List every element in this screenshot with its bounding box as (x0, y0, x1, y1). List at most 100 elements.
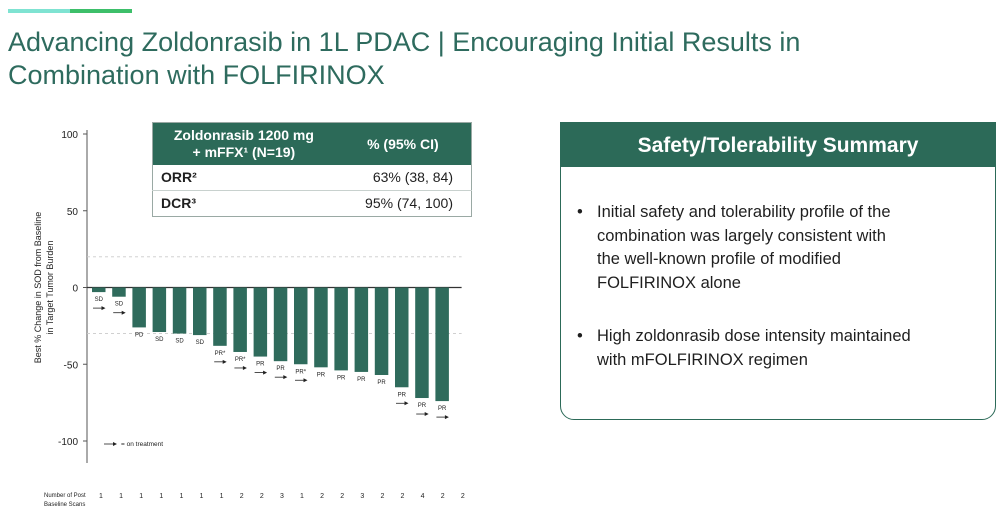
scans-row-label-line-1: Number of Post (44, 493, 86, 499)
bar (395, 287, 409, 388)
bar-response-label: PR* (215, 351, 226, 357)
bar (354, 287, 369, 372)
bar-response-label: SD (95, 297, 104, 303)
bar (172, 287, 187, 334)
header-treatment-line-1: Zoldonrasib 1200 mg (173, 127, 314, 143)
on-treatment-arrowhead (444, 415, 449, 420)
bar-response-label: SD (115, 302, 124, 308)
slide-title: Advancing Zoldonrasib in 1L PDAC | Encou… (8, 26, 968, 92)
slide-title-line-1: Advancing Zoldonrasib in 1L PDAC | Encou… (8, 27, 801, 57)
legend-arrowhead (113, 442, 117, 446)
orr-label: ORR² (152, 165, 335, 191)
scan-count: 1 (119, 493, 123, 500)
bullet-icon: • (577, 203, 583, 221)
bar (92, 287, 106, 293)
bar-response-label: PR (317, 372, 326, 378)
bullet-2-line-1: High zoldonrasib dose intensity maintain… (597, 327, 911, 345)
scan-count: 3 (280, 493, 284, 500)
on-treatment-arrowhead (101, 306, 106, 311)
dcr-label: DCR³ (161, 195, 196, 211)
y-axis-title: Best % Change in SOD from Baseline in Tar… (33, 212, 55, 364)
y-tick-label: 100 (61, 130, 78, 141)
bar (273, 287, 288, 362)
on-treatment-arrowhead (121, 310, 126, 315)
scan-count: 4 (421, 493, 425, 500)
on-treatment-arrowhead (283, 375, 288, 380)
bar (152, 287, 167, 333)
list-item: • High zoldonrasib dose intensity mainta… (577, 325, 977, 372)
bar (132, 287, 146, 328)
safety-summary-heading: Safety/Tolerability Summary (561, 123, 995, 167)
safety-summary-panel: Safety/Tolerability Summary • Initial sa… (560, 122, 996, 420)
scan-count: 2 (380, 493, 384, 500)
scan-count: 1 (99, 493, 103, 500)
bullet-1-line-1: Initial safety and tolerability profile … (597, 203, 891, 221)
on-treatment-arrowhead (303, 378, 308, 383)
scan-count: 1 (220, 493, 224, 500)
scan-count: 2 (401, 493, 405, 500)
y-tick-label: -100 (58, 437, 78, 448)
header-treatment-line-2: + mFFX¹ (N=19) (192, 144, 296, 160)
response-table-header-treatment: Zoldonrasib 1200 mg + mFFX¹ (N=19) (152, 122, 335, 165)
response-table-header-ci: % (95% CI) (334, 122, 472, 165)
scan-count: 1 (159, 493, 163, 500)
bar-response-label: PR* (235, 357, 246, 363)
on-treatment-arrowhead (404, 401, 409, 406)
orr-value: 63% (38, 84) (334, 165, 472, 191)
bars-group: SD SD PD SD SD SD PR* PR* PR PR PR* PR PR PR PR PR PR PR (92, 287, 449, 420)
scan-count: 1 (179, 493, 183, 500)
y-tick-label: 0 (72, 284, 78, 295)
table-row: DCR³ 95% (74, 100) (153, 191, 472, 217)
bar-response-label: PR (418, 403, 427, 409)
dcr-value: 95% (74, 100) (365, 195, 453, 211)
y-axis-title-line-1: Best % Change in SOD from Baseline (33, 212, 43, 364)
list-item: • Initial safety and tolerability profil… (577, 201, 977, 295)
scans-row: Number of Post Baseline Scans 1 1 1 1 1 1 1 2 2 3 1 2… (44, 493, 465, 508)
scan-count: 2 (320, 493, 324, 500)
table-row: ORR² 63% (38, 84) (152, 165, 472, 191)
bullet-1-line-2: combination was largely consistent with (597, 226, 886, 245)
scans-row-label-line-2: Baseline Scans (44, 502, 85, 508)
bar-response-label: PR (438, 406, 447, 412)
bullet-2-line-2: with mFOLFIRINOX regimen (597, 350, 808, 369)
bar-response-label: PR (357, 377, 366, 383)
bar (112, 287, 126, 297)
response-table-header: Zoldonrasib 1200 mg + mFFX¹ (N=19) % (95… (152, 122, 472, 165)
on-treatment-arrowhead (222, 359, 227, 364)
bullet-icon: • (577, 327, 583, 345)
bar-response-label: PR (337, 375, 346, 381)
bar-response-label: SD (155, 337, 164, 343)
scan-count: 2 (260, 493, 264, 500)
safety-bullet-list: • Initial safety and tolerability profil… (577, 201, 977, 402)
bar-response-label: PR* (295, 369, 306, 375)
bar-response-label: PR (256, 362, 265, 368)
y-axis-title-line-2: in Target Tumor Burden (45, 241, 55, 335)
response-table: Zoldonrasib 1200 mg + mFFX¹ (N=19) % (95… (152, 122, 472, 217)
bar (415, 287, 429, 399)
bar-response-label: SD (196, 340, 205, 346)
bar (334, 287, 348, 371)
y-tick-label: -50 (64, 360, 79, 371)
accent-bar-light (8, 9, 70, 13)
bar (213, 287, 227, 346)
bar (233, 287, 247, 352)
scan-count: 2 (461, 493, 465, 500)
bar (435, 287, 449, 402)
bar-response-label: SD (175, 339, 184, 345)
slide-title-line-2: Combination with FOLFIRINOX (8, 60, 385, 90)
on-treatment-arrowhead (424, 412, 429, 417)
on-treatment-arrowhead (242, 365, 247, 370)
bar (193, 287, 207, 336)
waterfall-chart: Best % Change in SOD from Baseline in Tar… (33, 130, 465, 508)
bar (253, 287, 268, 357)
scan-count: 1 (139, 493, 143, 500)
scan-count: 3 (360, 493, 364, 500)
chart-legend: = on treatment (104, 441, 163, 448)
scan-count: 2 (240, 493, 244, 500)
bar-response-label: PR (276, 366, 285, 372)
accent-bar-green (70, 9, 132, 13)
bullet-1-line-3: the well-known profile of modified (597, 250, 841, 268)
bar (294, 287, 308, 365)
bar (314, 287, 328, 368)
bar (374, 287, 389, 375)
